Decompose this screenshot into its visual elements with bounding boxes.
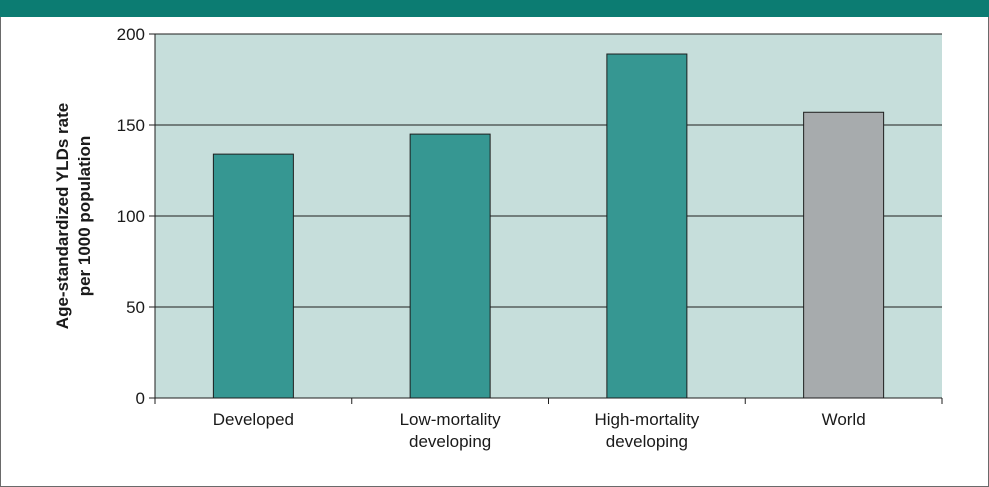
x-category-label-1-1: developing (409, 432, 491, 451)
y-tick-label-100: 100 (117, 207, 145, 226)
y-axis-title-line-0: Age-standardized YLDs rate (53, 103, 72, 329)
x-category-label-1-0: Low-mortality (400, 410, 502, 429)
bar-3 (803, 111, 885, 399)
x-category-label-3-0: World (822, 410, 866, 429)
y-tick-label-50: 50 (126, 298, 145, 317)
bar-0 (212, 153, 294, 399)
bar-1 (409, 133, 491, 399)
x-category-label-0-0: Developed (213, 410, 294, 429)
y-tick-label-0: 0 (136, 389, 145, 408)
x-category-label-2-0: High-mortality (594, 410, 699, 429)
header-band (0, 0, 989, 17)
y-tick-label-200: 200 (117, 25, 145, 44)
y-axis-title-line-1: per 1000 population (75, 136, 94, 297)
bar-2 (606, 53, 688, 399)
y-tick-label-150: 150 (117, 116, 145, 135)
x-category-label-2-1: developing (606, 432, 688, 451)
